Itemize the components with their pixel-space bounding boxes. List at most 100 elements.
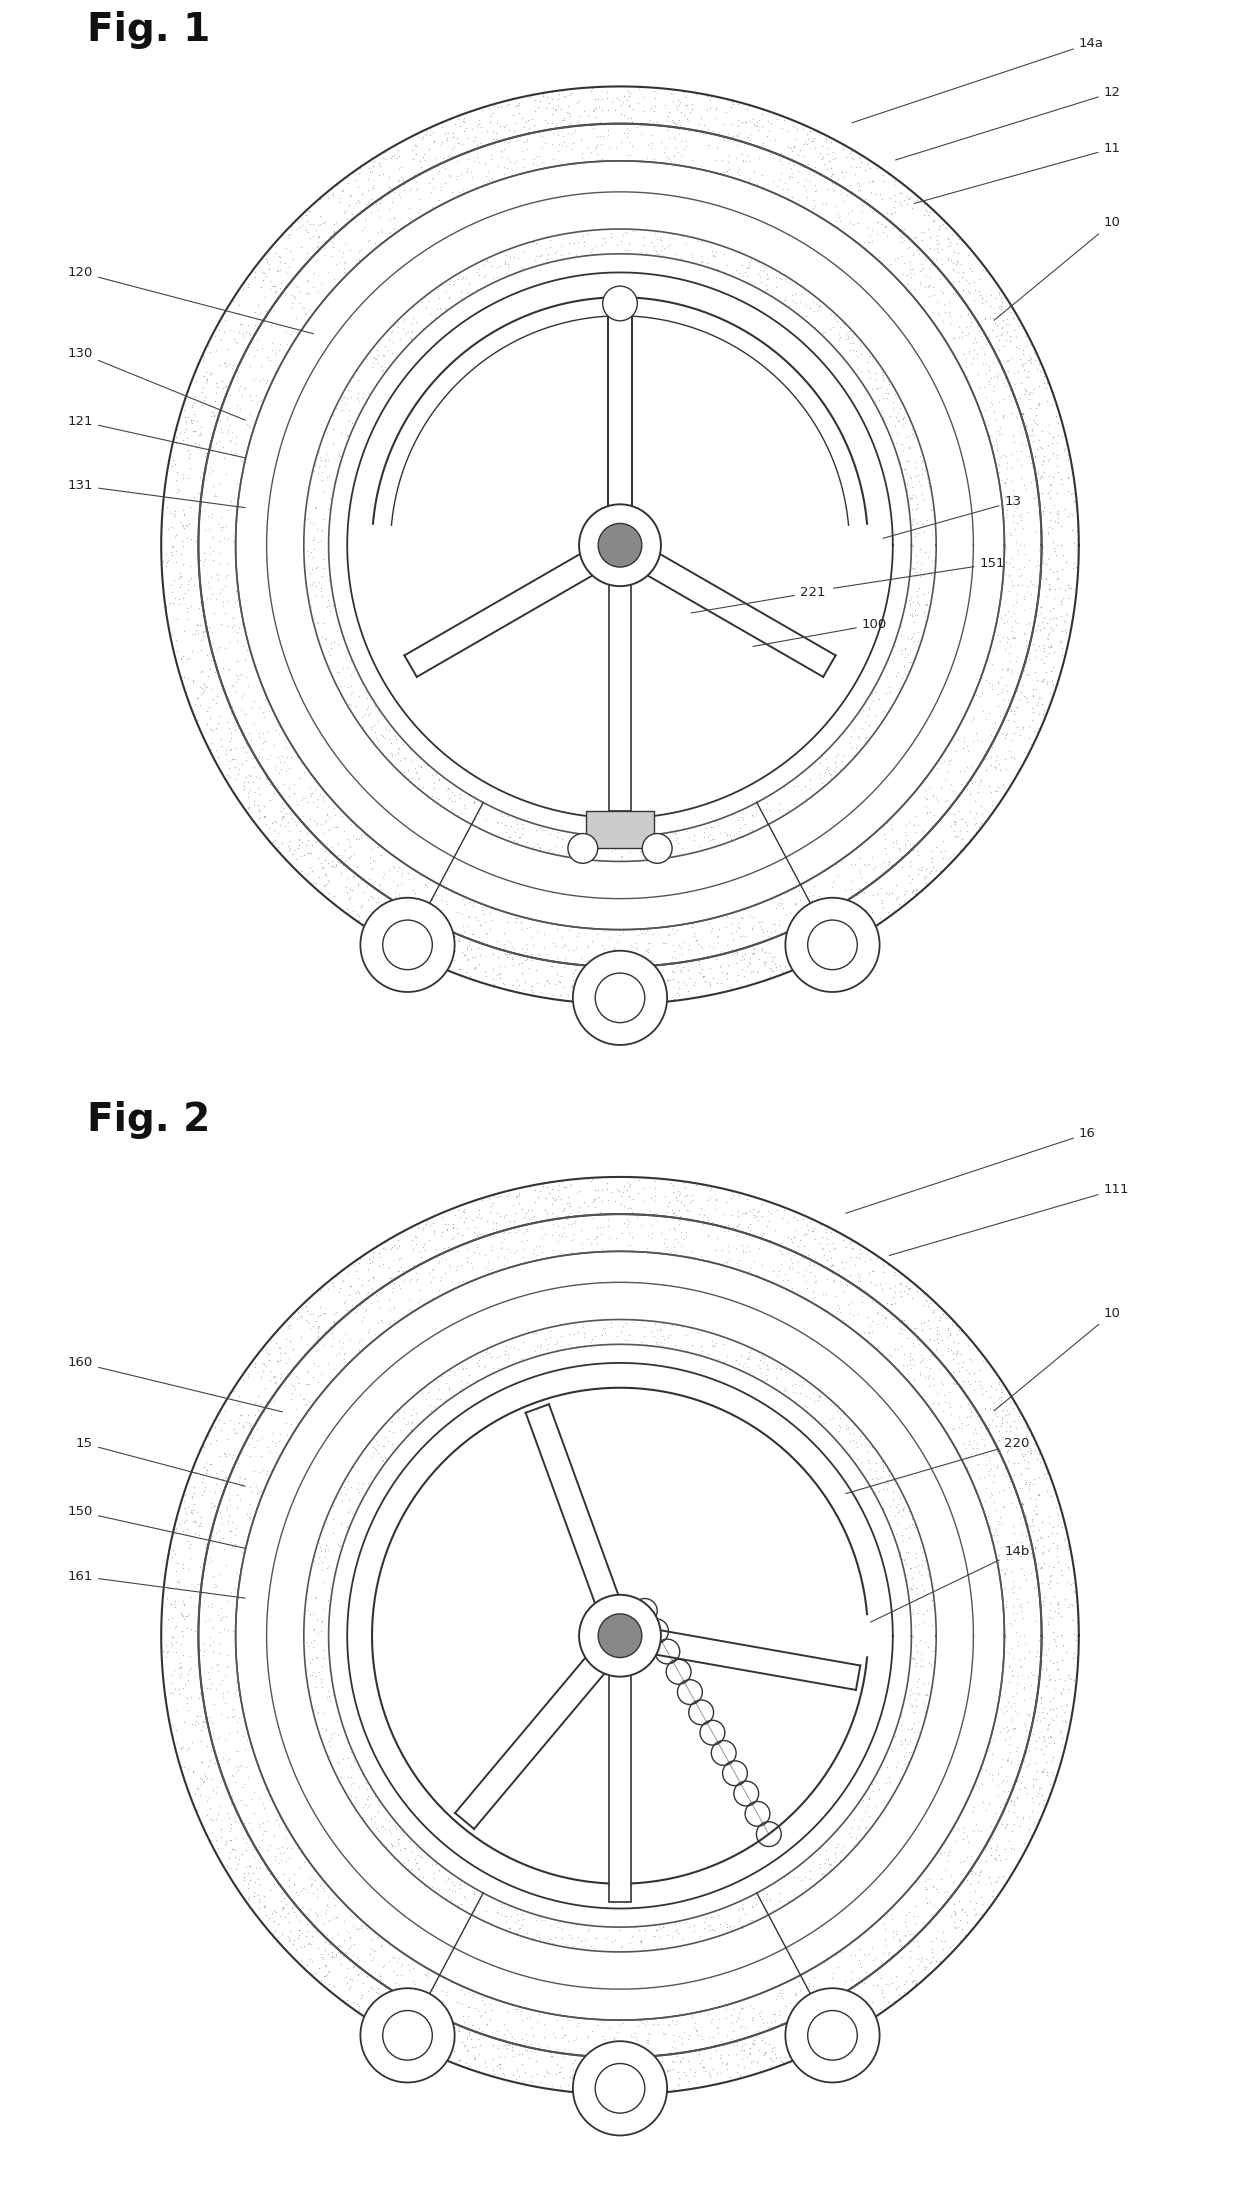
Point [456,1350,476,1386]
Point [665,1326,684,1361]
Point [905,1888,925,1923]
Point [622,1304,642,1339]
Point [190,414,210,449]
Point [663,1174,683,1209]
Point [1032,560,1052,595]
Point [197,1760,217,1795]
Point [361,853,381,888]
Point [301,775,321,811]
Point [458,1245,477,1280]
Point [237,659,257,694]
Point [373,1809,393,1844]
Point [756,2005,776,2040]
Bar [609,1668,631,1903]
Point [784,936,804,972]
Point [290,1831,310,1866]
Point [982,427,1002,463]
Point [904,551,924,586]
Point [340,1269,360,1304]
Point [823,1262,843,1298]
Point [906,183,926,218]
Point [453,897,472,932]
Point [951,223,971,258]
Point [990,1538,1009,1573]
Point [604,2022,624,2058]
Point [166,533,186,568]
Point [976,282,996,317]
Point [1009,1650,1029,1685]
Point [410,1234,430,1269]
Point [480,1987,500,2022]
Point [887,1489,906,1524]
Point [620,1179,640,1214]
Point [899,1271,919,1306]
Point [1034,632,1054,668]
Point [441,773,461,809]
Point [789,137,808,172]
Point [315,1947,335,1983]
Point [1021,344,1040,379]
Point [1030,1703,1050,1738]
Point [950,1923,970,1958]
Point [874,822,894,857]
Point [885,1273,905,1309]
Point [916,1551,936,1586]
Point [218,1421,238,1456]
Point [658,2053,678,2088]
Point [269,745,289,780]
Point [477,1333,497,1368]
Point [749,1996,769,2031]
Point [738,249,758,284]
Point [202,454,222,489]
Point [1048,416,1068,452]
Point [976,379,996,414]
Point [901,551,921,586]
Point [722,914,742,949]
Point [291,839,311,875]
Point [878,375,898,410]
Point [325,797,345,833]
Point [775,1350,795,1386]
Point [433,1974,453,2009]
Point [304,520,324,555]
Point [667,947,687,983]
Point [444,1220,464,1256]
Point [894,1489,914,1524]
Point [825,141,844,176]
Point [901,1965,921,2000]
Point [732,1886,751,1921]
Point [743,2000,763,2036]
Point [873,181,893,216]
Point [312,557,332,593]
Point [585,82,605,117]
Point [339,1740,358,1776]
Point [316,857,336,892]
Point [838,1410,858,1445]
Point [193,674,213,709]
Point [634,227,653,262]
Point [301,1657,321,1692]
Point [466,139,486,174]
Point [1004,740,1024,775]
Point [248,1392,268,1428]
Point [259,1853,279,1888]
Point [228,1386,248,1421]
Point [547,2031,567,2066]
Point [701,1912,720,1947]
Point [835,1273,854,1309]
Point [512,945,532,980]
Point [263,269,283,304]
Point [253,262,273,297]
Point [394,1256,414,1291]
Point [911,476,931,511]
Point [817,152,837,187]
Point [186,685,206,720]
Point [450,775,470,811]
Point [185,1707,205,1743]
Point [495,2040,515,2075]
Point [224,427,244,463]
Point [547,2047,567,2082]
Point [304,1295,324,1331]
Point [635,916,655,952]
Point [742,813,761,848]
